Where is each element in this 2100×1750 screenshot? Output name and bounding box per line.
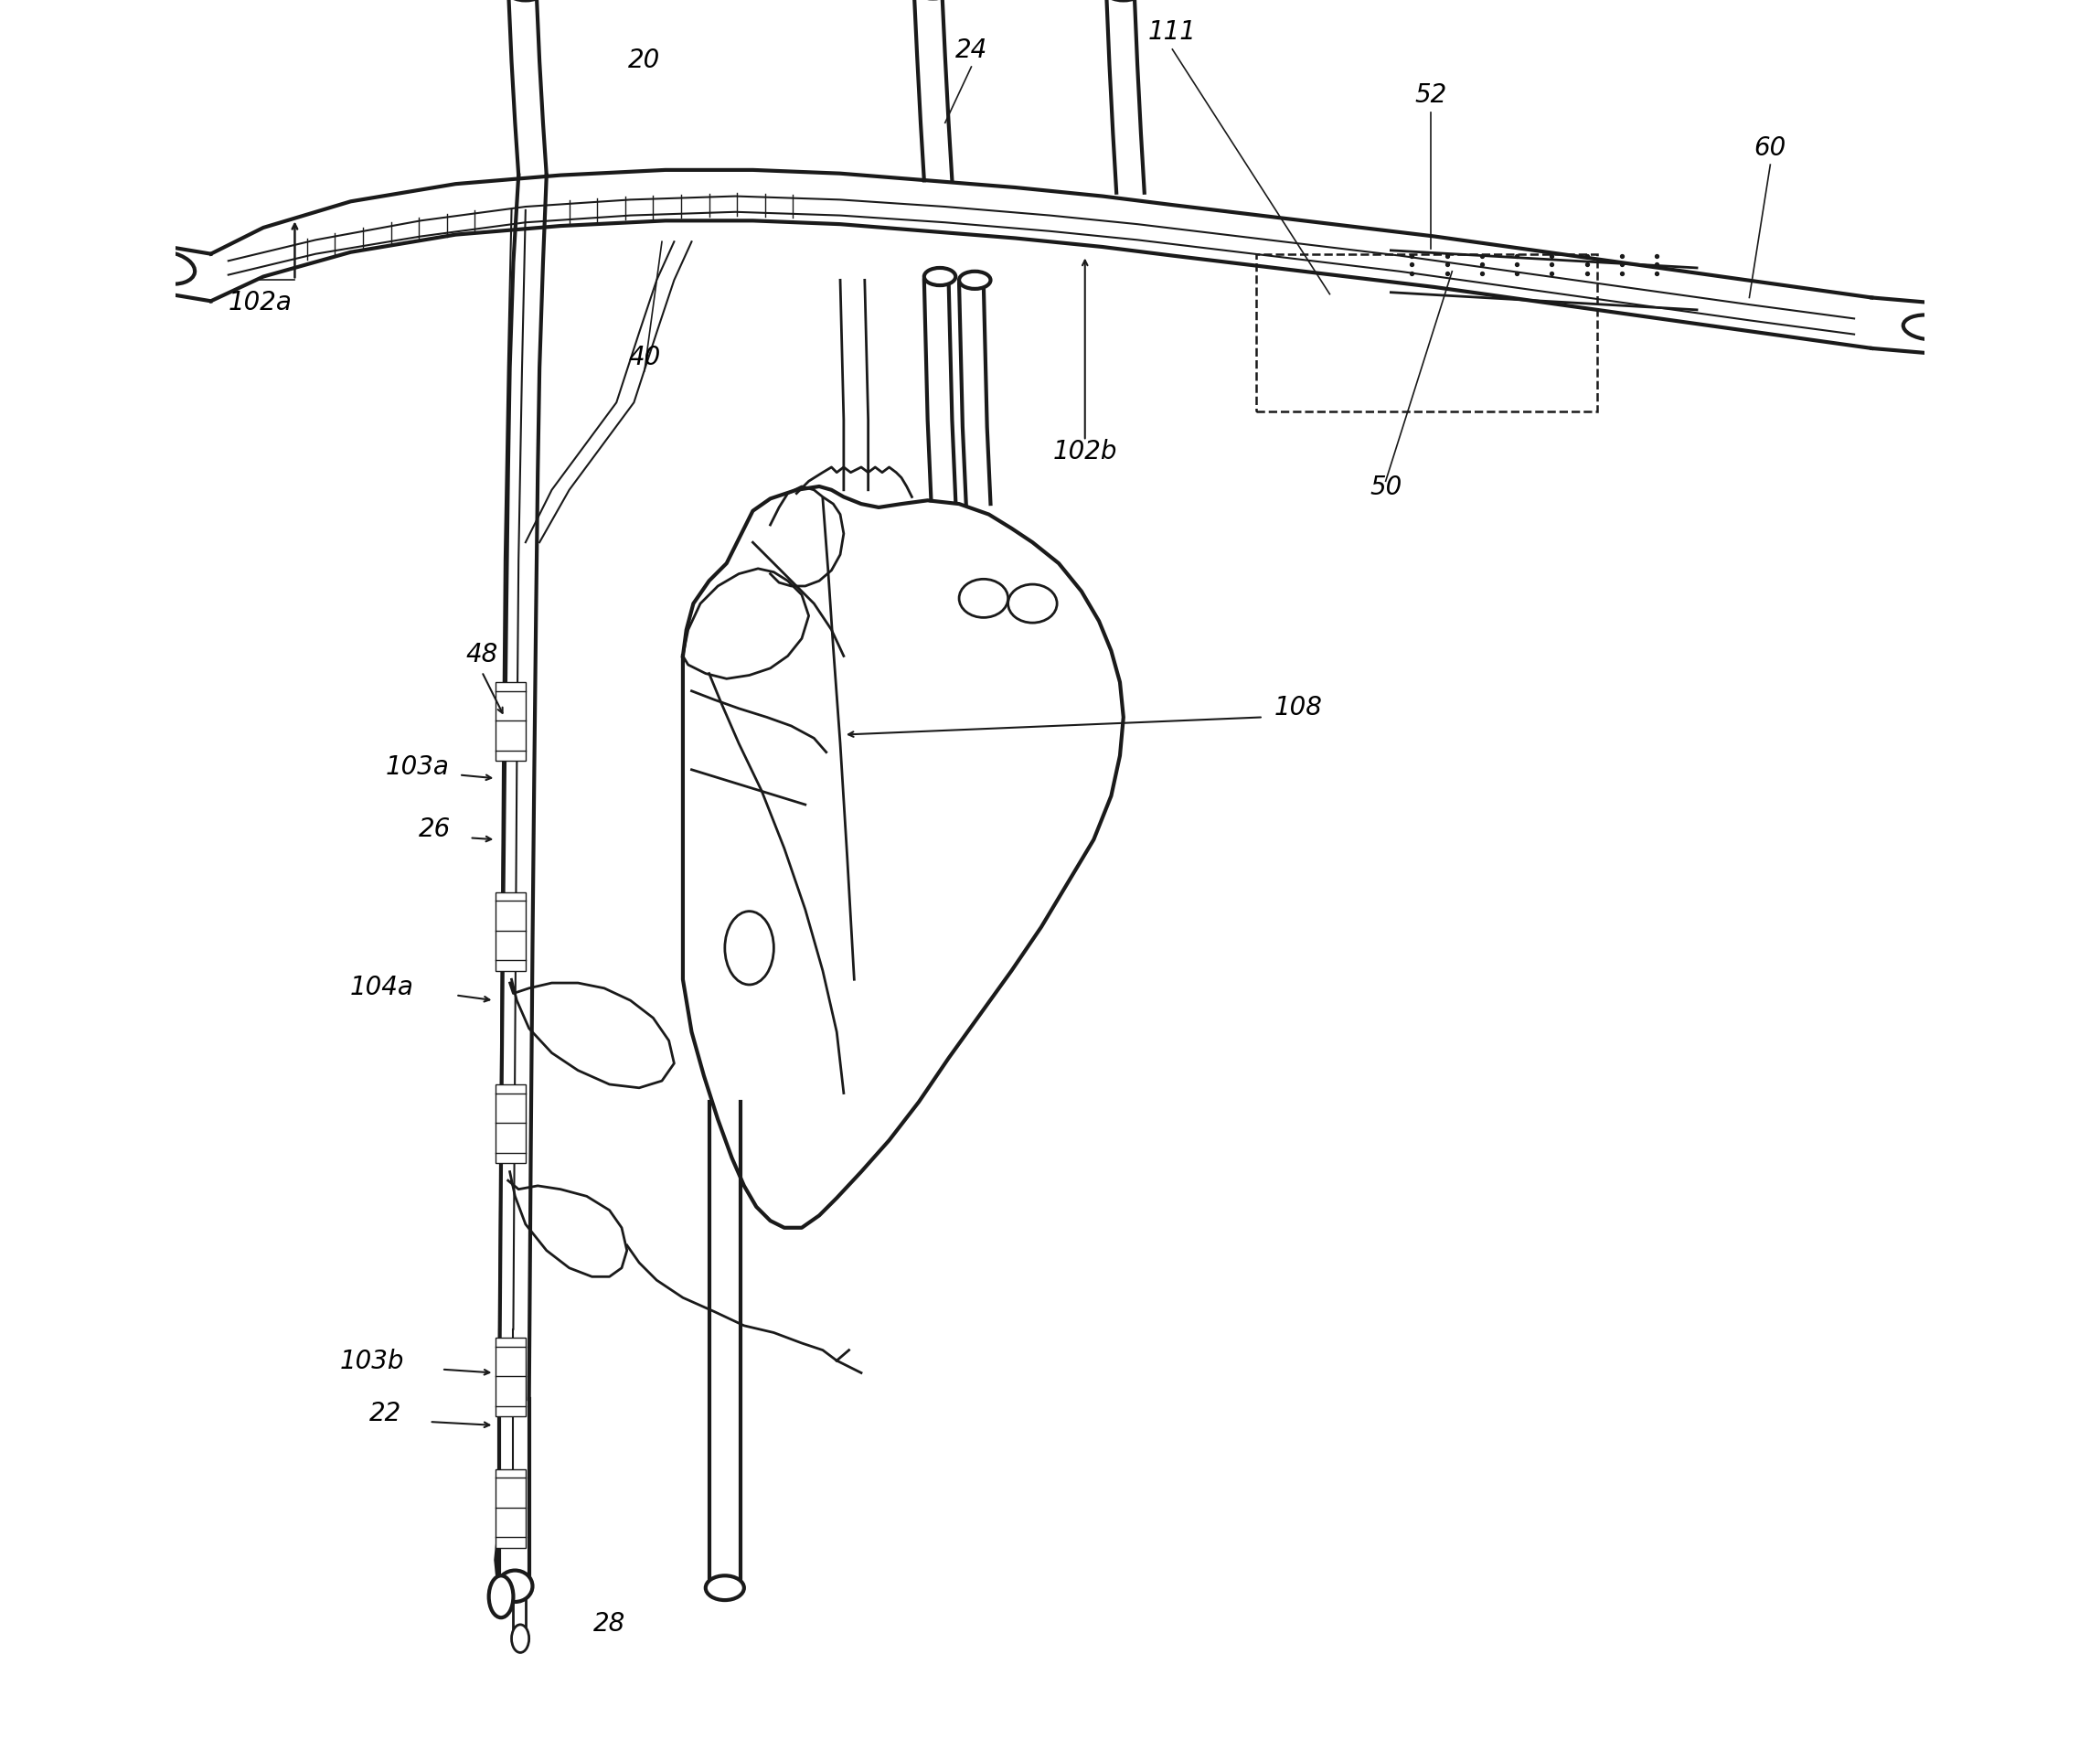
Text: 52: 52 <box>1415 82 1447 108</box>
Text: 104a: 104a <box>351 973 414 999</box>
Text: 108: 108 <box>1275 695 1323 719</box>
Ellipse shape <box>960 273 991 289</box>
Ellipse shape <box>489 1575 512 1617</box>
Ellipse shape <box>139 252 195 285</box>
Text: 40: 40 <box>628 345 662 371</box>
Bar <box>496 1470 525 1547</box>
Text: 20: 20 <box>628 47 662 74</box>
Ellipse shape <box>924 270 956 285</box>
Text: 24: 24 <box>956 37 987 63</box>
Bar <box>496 1339 525 1418</box>
Bar <box>496 892 525 971</box>
Text: 111: 111 <box>1149 19 1197 46</box>
Text: 103a: 103a <box>384 754 449 779</box>
Bar <box>496 1085 525 1164</box>
Text: 48: 48 <box>466 642 498 667</box>
Text: 102a: 102a <box>229 289 292 315</box>
Ellipse shape <box>960 579 1008 618</box>
Text: 60: 60 <box>1754 135 1787 161</box>
Bar <box>496 683 525 761</box>
Ellipse shape <box>512 1624 529 1652</box>
Bar <box>1256 255 1598 411</box>
Ellipse shape <box>1008 585 1056 623</box>
Ellipse shape <box>724 912 773 985</box>
Ellipse shape <box>706 1575 743 1600</box>
Text: 22: 22 <box>370 1400 401 1426</box>
Text: 50: 50 <box>1369 474 1403 499</box>
Text: 28: 28 <box>594 1610 626 1636</box>
Text: 26: 26 <box>418 817 452 842</box>
Text: 103b: 103b <box>340 1348 403 1374</box>
Text: 102b: 102b <box>1052 439 1117 464</box>
Ellipse shape <box>498 1570 533 1601</box>
Ellipse shape <box>1903 315 1955 341</box>
